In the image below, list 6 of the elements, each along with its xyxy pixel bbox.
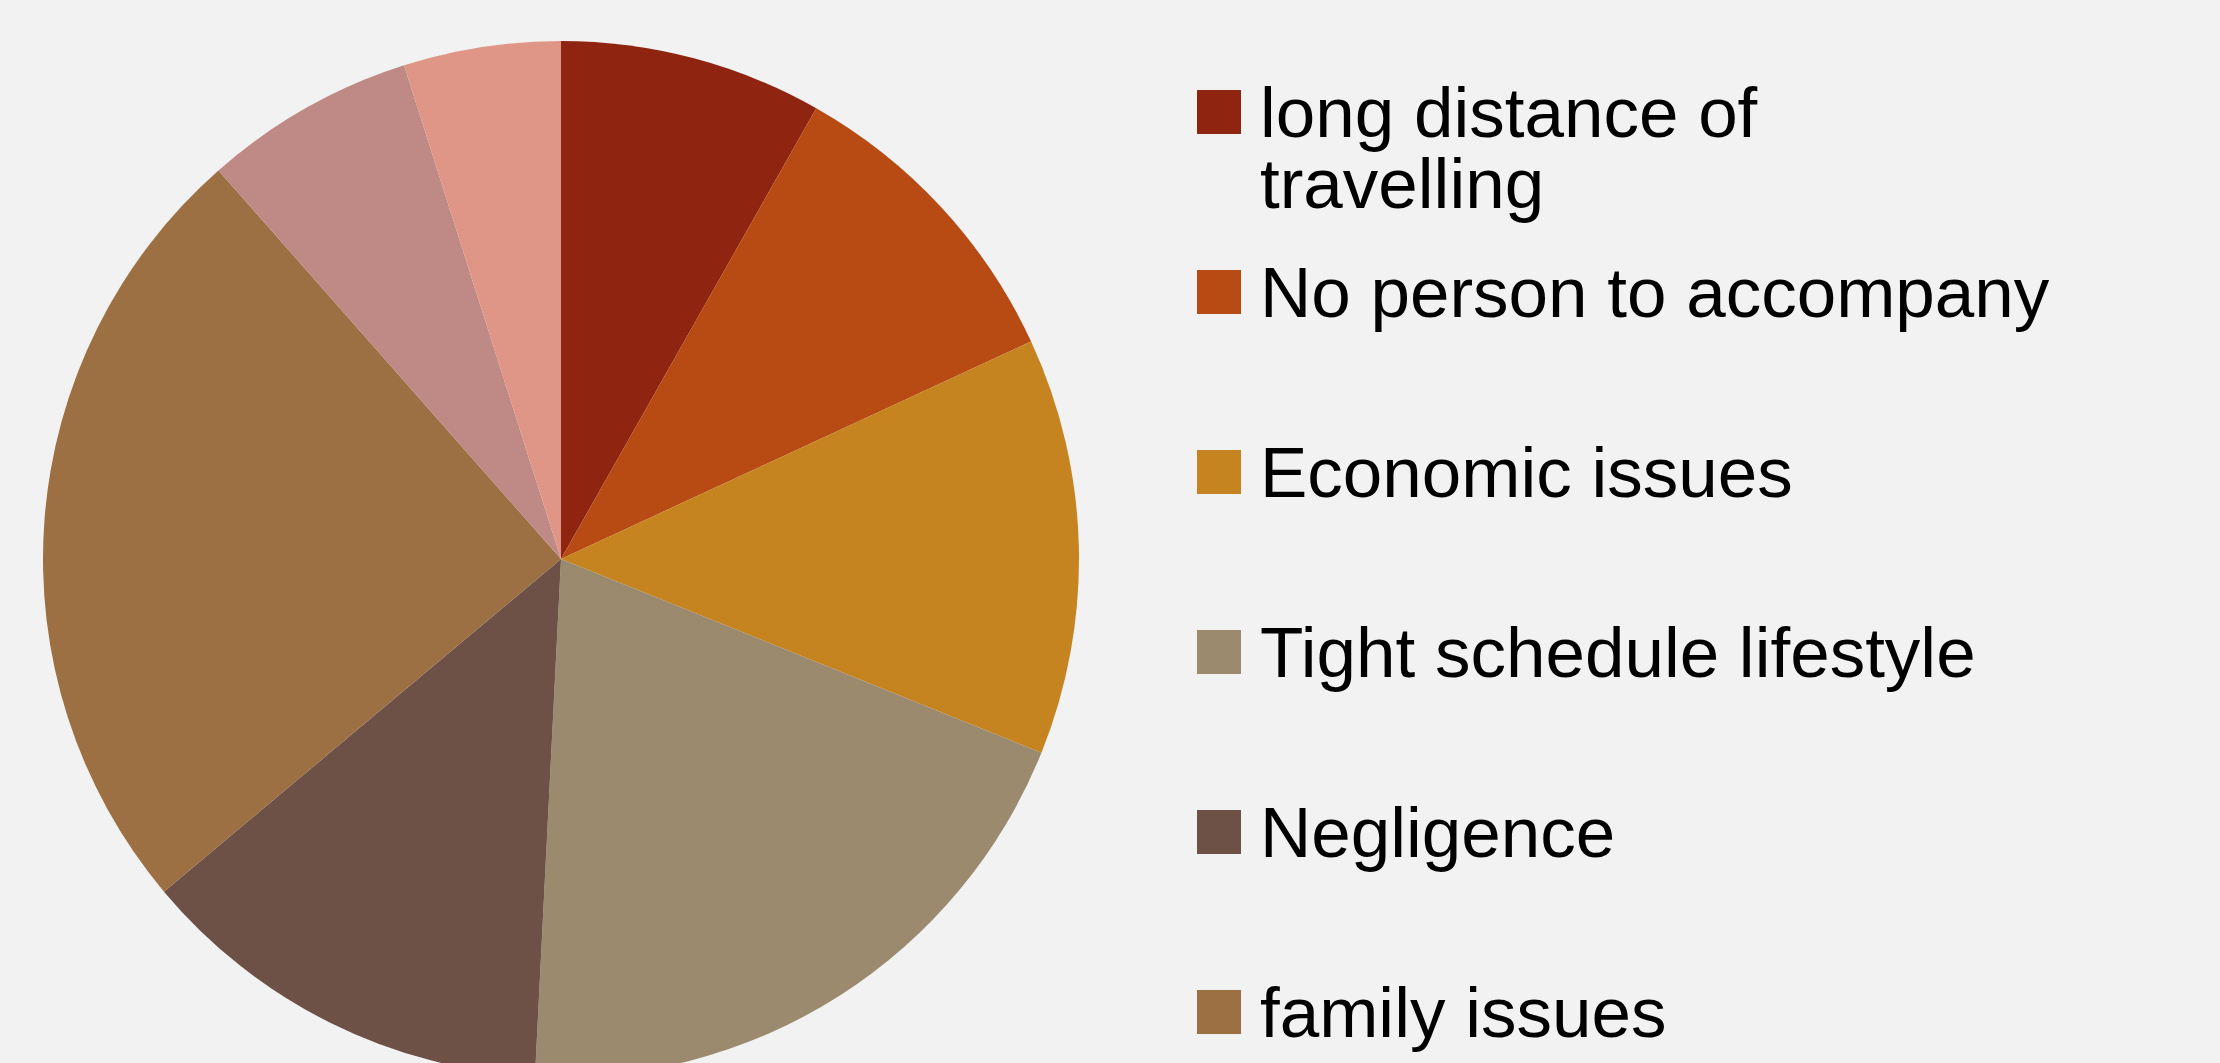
legend-label: No person to accompany <box>1260 253 2050 332</box>
legend-label: Tight schedule lifestyle <box>1260 613 1976 692</box>
legend-label: family issues <box>1260 973 1667 1052</box>
legend-label: long distance of travelling <box>1260 73 1758 223</box>
legend-label: Economic issues <box>1260 433 1793 512</box>
legend-label: Negligence <box>1260 793 1616 872</box>
